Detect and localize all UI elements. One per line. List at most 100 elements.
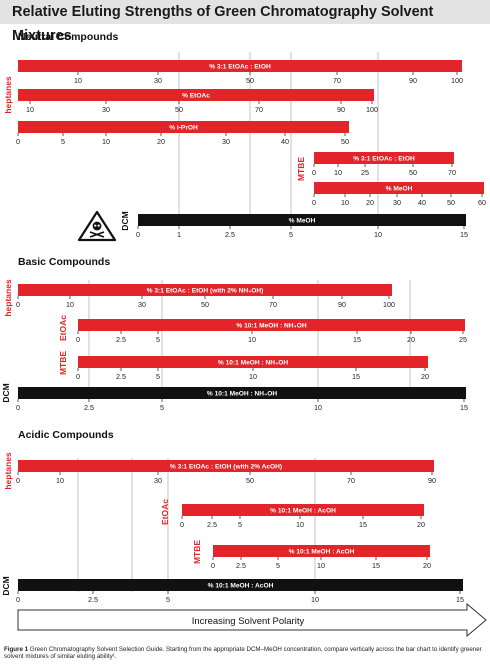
- tick-label: 15: [460, 403, 468, 412]
- bar: [18, 121, 349, 133]
- bar-label: % 10:1 MeOH : AcOH: [208, 583, 274, 590]
- caption-label: Figure 1: [4, 646, 29, 653]
- tick-label: 10: [56, 476, 64, 485]
- tick-label: 0: [76, 335, 80, 344]
- tick-label: 10: [248, 335, 256, 344]
- tick-label: 90: [409, 76, 417, 85]
- bar: [182, 504, 424, 516]
- bar-label: % 10:1 MeOH : AcOH: [270, 508, 336, 515]
- bar: [18, 89, 374, 101]
- group-label: MTBE: [296, 157, 306, 181]
- bar-label: % MeOH: [386, 186, 413, 193]
- bar-label: % 3:1 EtOAc : EtOH (with 2% AcOH): [170, 464, 282, 471]
- tick-label: 50: [341, 137, 349, 146]
- tick-label: 5: [276, 561, 280, 570]
- tick-label: 30: [154, 476, 162, 485]
- tick-label: 10: [334, 168, 342, 177]
- polarity-arrow: Increasing Solvent Polarity: [17, 602, 487, 638]
- tick-label: 100: [383, 300, 395, 309]
- tick-label: 70: [255, 105, 263, 114]
- tick-label: 90: [338, 300, 346, 309]
- caption-text: Green Chromatography Solvent Selection G…: [4, 646, 482, 661]
- group-label: DCM: [120, 211, 130, 230]
- tick-label: 15: [352, 372, 360, 381]
- tick-label: 0: [16, 137, 20, 146]
- tick-label: 60: [478, 198, 486, 207]
- tick-label: 30: [102, 105, 110, 114]
- group-label: DCM: [1, 383, 11, 402]
- tick-label: 15: [353, 335, 361, 344]
- bar: [314, 182, 484, 194]
- tick-label: 40: [281, 137, 289, 146]
- group-label: MTBE: [58, 351, 68, 375]
- bar-label: % 3:1 EtOAc : EtOH (with 2% NH₄OH): [147, 288, 264, 295]
- chart-marks: Neutral Compounds heptanes MTBE DCM % 3:1 Et…: [1, 31, 486, 604]
- bar: [18, 387, 466, 399]
- tick-label: 15: [460, 230, 468, 239]
- tick-label: 30: [222, 137, 230, 146]
- gridlines: [77, 52, 411, 592]
- bar-label: % 10:1 MeOH : NH₄OH: [207, 391, 277, 398]
- tick-label: 5: [238, 520, 242, 529]
- tick-label: 90: [428, 476, 436, 485]
- tick-label: 100: [451, 76, 463, 85]
- bar: [18, 579, 463, 591]
- group-label: DCM: [1, 576, 11, 595]
- section-title: Acidic Compounds: [18, 429, 114, 441]
- tick-label: 1: [177, 230, 181, 239]
- tick-label: 40: [418, 198, 426, 207]
- tick-label: 10: [311, 595, 319, 604]
- tick-label: 2.5: [225, 230, 235, 239]
- bar-label: % 3:1 EtOAc : EtOH: [353, 156, 415, 163]
- tick-label: 10: [296, 520, 304, 529]
- bar-label: % i-PrOH: [169, 125, 198, 132]
- tick-label: 15: [456, 595, 464, 604]
- tick-label: 20: [421, 372, 429, 381]
- tick-label: 20: [366, 198, 374, 207]
- tick-label: 5: [61, 137, 65, 146]
- tick-label: 2.5: [84, 403, 94, 412]
- chart-title: Relative Eluting Strengths of Green Chro…: [0, 0, 490, 44]
- tick-label: 0: [16, 476, 20, 485]
- bar-label: % 3:1 EtOAc : EtOH: [209, 64, 271, 71]
- tick-label: 10: [341, 198, 349, 207]
- tick-label: 50: [201, 300, 209, 309]
- section-title: Neutral Compounds: [18, 31, 118, 43]
- tick-label: 50: [447, 198, 455, 207]
- bar: [18, 284, 392, 296]
- tick-label: 50: [409, 168, 417, 177]
- tick-label: 70: [448, 168, 456, 177]
- tick-label: 70: [347, 476, 355, 485]
- group-label: EtOAc: [160, 499, 170, 525]
- group-label: MTBE: [192, 540, 202, 564]
- bar: [78, 356, 428, 368]
- tick-label: 0: [16, 595, 20, 604]
- bar: [18, 60, 462, 72]
- tick-label: 70: [333, 76, 341, 85]
- tick-label: 90: [337, 105, 345, 114]
- tick-label: 0: [16, 300, 20, 309]
- tick-label: 30: [393, 198, 401, 207]
- tick-label: 10: [66, 300, 74, 309]
- tick-label: 25: [361, 168, 369, 177]
- tick-label: 10: [317, 561, 325, 570]
- tick-label: 10: [249, 372, 257, 381]
- tick-label: 70: [269, 300, 277, 309]
- bar-label: % MeOH: [289, 218, 316, 225]
- bar-label: % 10:1 MeOH : AcOH: [289, 549, 355, 556]
- tick-label: 30: [154, 76, 162, 85]
- tick-label: 0: [312, 198, 316, 207]
- tick-label: 0: [136, 230, 140, 239]
- polarity-arrow-label: Increasing Solvent Polarity: [192, 616, 305, 627]
- tick-label: 0: [76, 372, 80, 381]
- group-label: EtOAc: [58, 315, 68, 341]
- tick-label: 0: [16, 403, 20, 412]
- tick-label: 10: [74, 76, 82, 85]
- tick-label: 5: [160, 403, 164, 412]
- tick-label: 5: [156, 335, 160, 344]
- tick-label: 0: [180, 520, 184, 529]
- tick-label: 2.5: [207, 520, 217, 529]
- tick-label: 10: [26, 105, 34, 114]
- tick-label: 20: [407, 335, 415, 344]
